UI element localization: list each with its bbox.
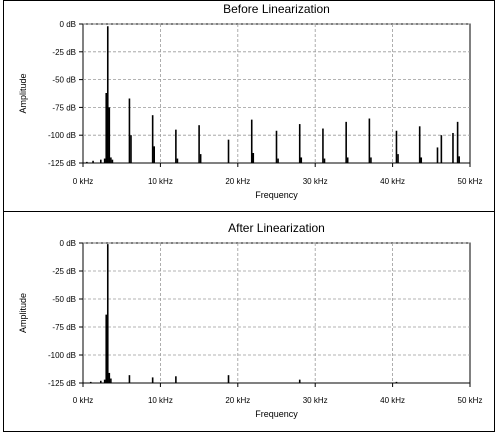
x-tick-label: 10 kHz <box>148 177 173 186</box>
chart-panel-1: Before Linearization 0 dB -25 dB -50 dB -75 … <box>18 2 482 200</box>
y-tick-label: -100 dB <box>48 351 76 360</box>
y-tick-label: -25 dB <box>52 267 76 276</box>
y-tick-label: -100 dB <box>48 131 76 140</box>
y-tick-label: -50 dB <box>52 295 76 304</box>
x-axis-label: Frequency <box>255 190 298 200</box>
y-tick-label: 0 dB <box>60 20 76 29</box>
chart-panel-2: After Linearization 0 dB -25 dB -50 dB -75 d… <box>18 221 482 419</box>
x-tick-label: 0 kHz <box>73 396 93 405</box>
x-tick-label: 20 kHz <box>225 396 250 405</box>
y-axis-label: Amplitude <box>18 293 28 333</box>
x-tick-label: 50 kHz <box>458 177 483 186</box>
x-tick-label: 0 kHz <box>73 177 93 186</box>
y-axis-label: Amplitude <box>18 73 28 113</box>
y-tick-label: -125 dB <box>48 159 76 168</box>
x-tick-label: 20 kHz <box>225 177 250 186</box>
panel-divider <box>3 211 495 212</box>
x-tick-label: 30 kHz <box>303 177 328 186</box>
x-tick-label: 50 kHz <box>458 396 483 405</box>
y-tick-label: -75 dB <box>52 103 76 112</box>
figure-frame <box>3 0 495 432</box>
y-tick-label: -125 dB <box>48 379 76 388</box>
y-tick-label: -25 dB <box>52 48 76 57</box>
x-tick-label: 10 kHz <box>148 396 173 405</box>
y-tick-label: 0 dB <box>60 239 76 248</box>
y-tick-label: -75 dB <box>52 323 76 332</box>
x-tick-label: 40 kHz <box>380 177 405 186</box>
x-tick-label: 30 kHz <box>303 396 328 405</box>
plot-area <box>82 242 471 384</box>
chart-title: Before Linearization <box>223 2 330 16</box>
chart-title: After Linearization <box>228 221 325 235</box>
y-tick-label: -50 dB <box>52 76 76 85</box>
x-axis-label: Frequency <box>255 409 298 419</box>
x-tick-label: 40 kHz <box>380 396 405 405</box>
